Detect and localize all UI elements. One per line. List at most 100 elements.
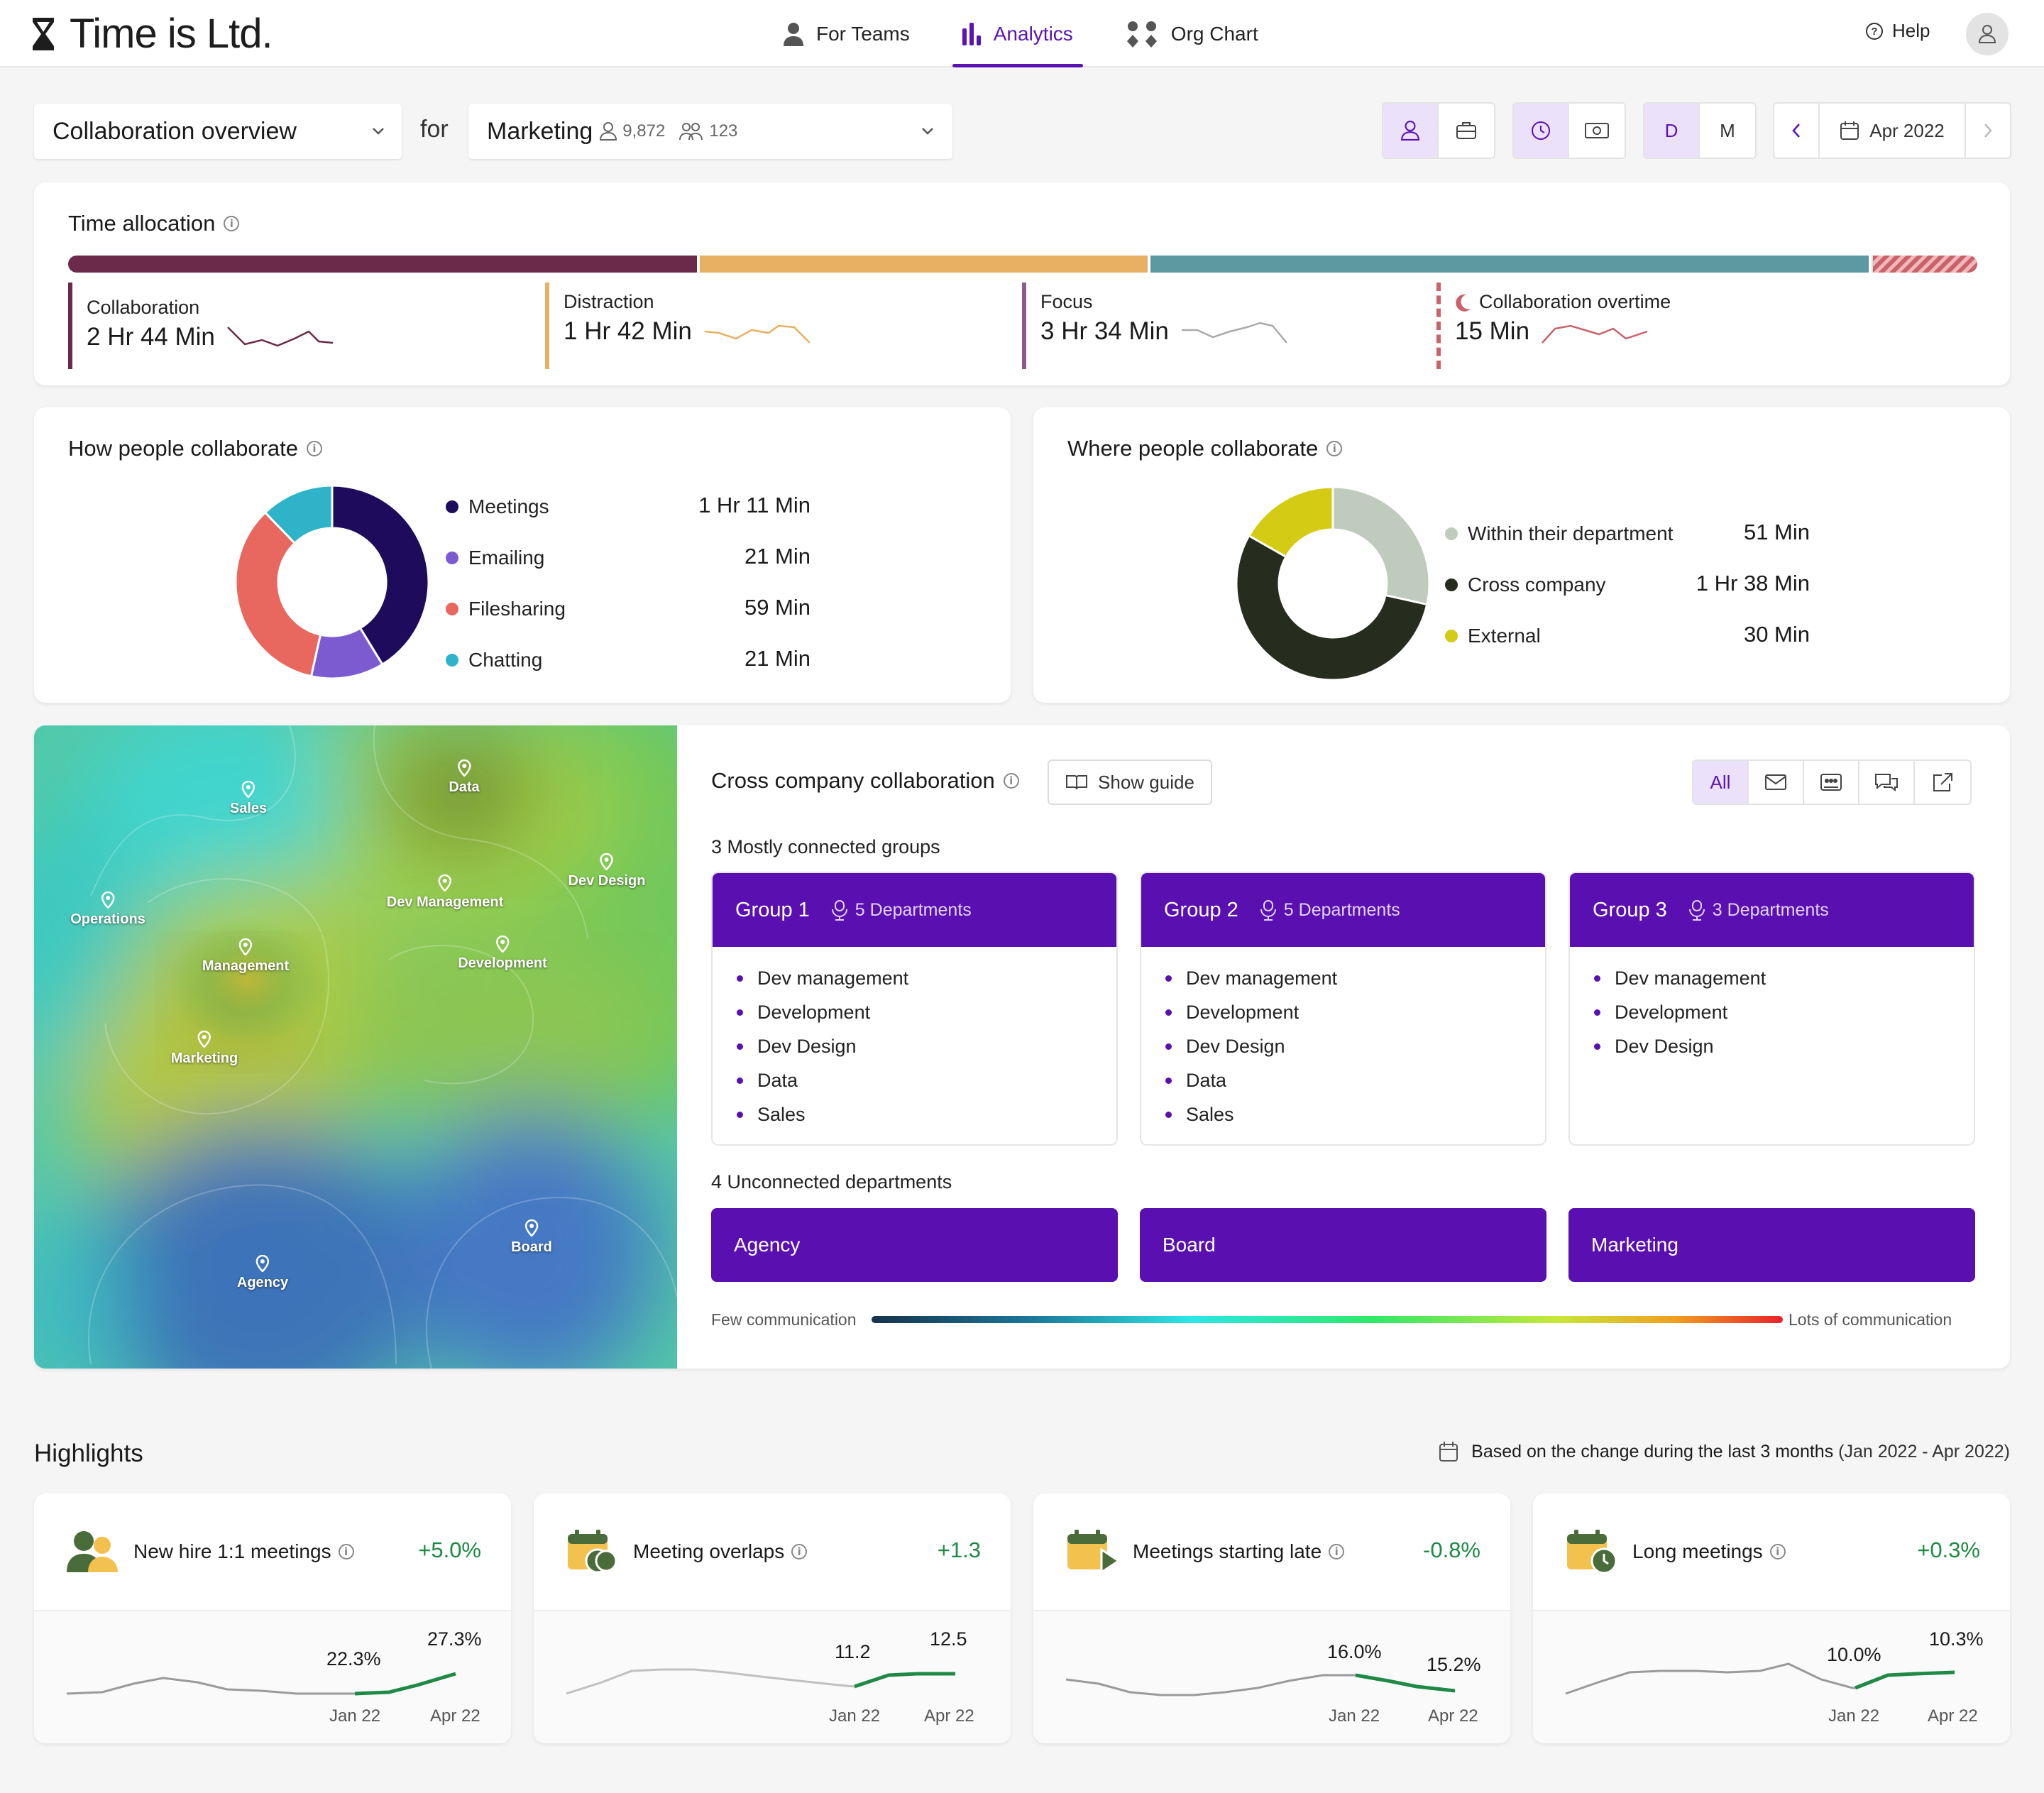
map-label-text: Board — [511, 1239, 552, 1255]
info-icon[interactable]: i — [1003, 773, 1019, 789]
scale-high-label: Lots of communication — [1788, 1310, 1952, 1329]
sparkline — [704, 324, 810, 344]
how-slice-2[interactable] — [234, 510, 322, 678]
person-scope-button[interactable] — [1383, 104, 1439, 158]
how-legend-item: Chatting — [446, 649, 542, 671]
user-avatar[interactable] — [1966, 13, 2009, 55]
info-icon[interactable]: i — [224, 216, 240, 231]
department-icon — [1260, 900, 1276, 921]
period-day-button[interactable]: D — [1644, 104, 1700, 158]
info-icon[interactable]: i — [1329, 1544, 1345, 1559]
prev-date-button[interactable] — [1774, 104, 1820, 158]
group-card-1[interactable]: Group 1 5 Departments Dev management Dev… — [711, 872, 1118, 1146]
group-card-2[interactable]: Group 2 5 Departments Dev management Dev… — [1140, 872, 1546, 1146]
view-select[interactable]: Collaboration overview — [34, 104, 402, 159]
nav-label: Analytics — [993, 22, 1073, 45]
help-button[interactable]: ? Help — [1865, 20, 1930, 42]
allocation-value-text: 3 Hr 34 Min — [1040, 317, 1169, 345]
hourglass-logo-icon — [33, 17, 54, 50]
map-label-dev-management[interactable]: Dev Management — [387, 874, 503, 911]
group-title: Group 1 — [735, 898, 810, 921]
how-slice-3[interactable] — [263, 484, 334, 545]
group-header: Group 2 5 Departments — [1141, 873, 1545, 947]
period-toggle: D M — [1643, 102, 1757, 159]
info-icon[interactable]: i — [307, 441, 322, 456]
allocation-label: Collaboration overtime — [1479, 291, 1671, 312]
map-label-management[interactable]: Management — [202, 938, 289, 975]
team-scope-button[interactable] — [1439, 104, 1494, 158]
info-icon[interactable]: i — [791, 1544, 808, 1559]
team-select[interactable]: Marketing 9,872 123 — [468, 104, 952, 159]
allocation-segment — [68, 256, 697, 273]
view-select-value: Collaboration overview — [53, 117, 297, 145]
nav-org-chart[interactable]: Org Chart — [1116, 0, 1268, 67]
show-guide-button[interactable]: Show guide — [1048, 760, 1212, 805]
highlight-card-meetings-late[interactable]: Meetings starting late i -0.8% 16.0% 15.2… — [1033, 1493, 1510, 1743]
map-label-operations[interactable]: Operations — [70, 892, 145, 928]
money-unit-button[interactable] — [1569, 104, 1625, 158]
unconnected-department-marketing[interactable]: Marketing — [1568, 1208, 1975, 1282]
department-icon — [1688, 900, 1705, 921]
scale-low-label: Few communication — [711, 1310, 857, 1329]
nav-analytics[interactable]: Analytics — [952, 0, 1083, 67]
location-pin-icon — [438, 874, 452, 892]
legend-dot — [1445, 630, 1458, 642]
allocation-label: Collaboration — [87, 297, 200, 318]
map-label-text: Data — [449, 779, 480, 795]
brand[interactable]: Time is Ltd. — [31, 10, 273, 57]
group-outline-icon — [679, 123, 703, 141]
allocation-label-row: Collaboration overtime — [1455, 291, 1671, 313]
highlight-card-long-meetings[interactable]: Long meetings i +0.3% 10.0% 10.3% Jan 22 … — [1533, 1493, 2010, 1743]
map-label-board[interactable]: Board — [511, 1219, 552, 1256]
filter-meetings-button[interactable] — [1804, 761, 1859, 804]
where-slice-2[interactable] — [1247, 486, 1334, 559]
group-title: Group 2 — [1164, 898, 1238, 921]
trend-line — [66, 1672, 456, 1696]
nav-for-teams[interactable]: For Teams — [774, 0, 920, 67]
map-label-sales[interactable]: Sales — [230, 781, 267, 817]
trend-start-value: 16.0% — [1327, 1641, 1382, 1662]
map-label-text: Management — [202, 958, 290, 974]
info-icon[interactable]: i — [1769, 1544, 1786, 1559]
map-label-agency[interactable]: Agency — [237, 1255, 288, 1291]
period-month-button[interactable]: M — [1720, 119, 1735, 141]
where-slice-1[interactable] — [1235, 534, 1429, 681]
time-unit-button[interactable] — [1514, 104, 1569, 158]
filter-email-button[interactable] — [1749, 761, 1804, 804]
sparkline — [227, 327, 333, 347]
unit-toggle — [1512, 102, 1626, 159]
date-display[interactable]: Apr 2022 — [1820, 104, 1966, 158]
group-card-3[interactable]: Group 3 3 Departments Dev management Dev… — [1568, 872, 1975, 1146]
how-legend-value: 21 Min — [744, 544, 811, 569]
map-label-text: Dev Design — [568, 873, 646, 889]
filter-chat-button[interactable] — [1859, 761, 1915, 804]
map-label-development[interactable]: Development — [458, 936, 547, 972]
where-collaborate-donut — [1235, 486, 1431, 681]
map-label-marketing[interactable]: Marketing — [171, 1031, 238, 1067]
where-slice-0[interactable] — [1331, 486, 1431, 606]
legend-label: Emailing — [468, 547, 545, 569]
allocation-value-text: 1 Hr 42 Min — [564, 317, 692, 345]
collaboration-heatmap[interactable] — [34, 725, 677, 1369]
org-chart-icon — [1126, 21, 1157, 48]
card-title-text: Cross company collaboration — [711, 768, 995, 793]
highlight-card-meeting-overlaps[interactable]: Meeting overlaps i +1.3 11.2 12.5 Jan 22 … — [534, 1493, 1011, 1743]
legend-dot — [1445, 527, 1458, 540]
where-legend-item: Cross company — [1445, 574, 1606, 596]
highlight-change: -0.8% — [1423, 1537, 1480, 1562]
map-label-data[interactable]: Data — [449, 760, 480, 796]
filter-share-button[interactable] — [1915, 761, 1970, 804]
highlight-title: Meetings starting late i — [1133, 1540, 1345, 1563]
map-label-dev-design[interactable]: Dev Design — [568, 853, 646, 889]
unconnected-department-board[interactable]: Board — [1140, 1208, 1546, 1282]
location-pin-icon — [495, 936, 510, 953]
how-slice-0[interactable] — [331, 484, 430, 667]
info-icon[interactable]: i — [338, 1544, 354, 1559]
calendar-clock-icon — [1567, 1530, 1617, 1574]
unconnected-department-agency[interactable]: Agency — [711, 1208, 1118, 1282]
highlight-card-new-hire[interactable]: New hire 1:1 meetings i +5.0% 22.3% 27.3%… — [34, 1493, 511, 1743]
cross-company-title: Cross company collaboration i — [711, 768, 1019, 794]
filter-all-button[interactable]: All — [1693, 761, 1749, 804]
next-date-button[interactable] — [1966, 104, 2010, 158]
info-icon[interactable]: i — [1326, 441, 1343, 456]
